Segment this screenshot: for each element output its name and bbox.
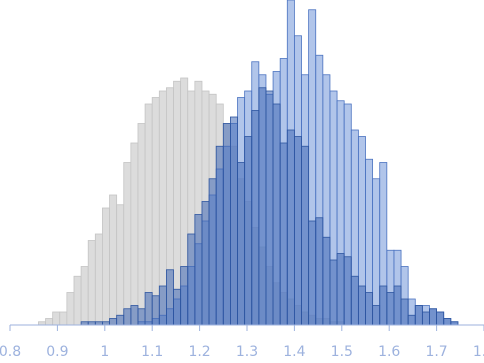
histogram-bar — [400, 298, 409, 326]
histogram-bar — [308, 220, 317, 326]
histogram-bar — [386, 292, 395, 326]
histogram-bar — [87, 240, 96, 326]
histogram-bar — [230, 116, 238, 326]
histogram-bar — [414, 305, 423, 326]
histogram-bar — [372, 178, 381, 326]
x-tick-label: 1.1 — [141, 344, 163, 360]
histogram-bar — [137, 123, 146, 326]
x-tick-label: 0.8 — [0, 344, 21, 360]
histogram-bar — [130, 305, 139, 326]
histogram-bar — [393, 285, 402, 326]
histogram-bar — [151, 97, 160, 326]
histogram-bar — [102, 207, 110, 326]
histogram-bar — [144, 292, 153, 326]
histogram-bar — [116, 204, 125, 326]
histogram-bar — [343, 256, 352, 326]
histogram-bar — [379, 285, 388, 326]
histogram-bar — [116, 314, 125, 326]
histogram-bar — [443, 318, 452, 326]
histogram-bar — [293, 136, 302, 326]
histogram-bar — [187, 233, 196, 326]
histogram-bar — [407, 314, 416, 326]
histogram-bar — [372, 305, 381, 326]
x-tick-label: 1.3 — [236, 344, 258, 360]
x-tick-label: 1.2 — [188, 344, 210, 360]
histogram-bar — [80, 266, 89, 326]
histogram-bar — [222, 123, 231, 326]
histogram-bar — [286, 129, 295, 326]
histogram-bar — [59, 311, 68, 326]
histogram-bar — [109, 194, 118, 326]
histogram-bar — [158, 285, 167, 326]
histogram-bar — [130, 142, 139, 326]
histogram-bar — [421, 311, 430, 326]
histogram-bar — [208, 178, 217, 326]
histogram-bar — [73, 275, 82, 326]
histogram-bar — [151, 295, 160, 326]
x-tick-label: 1 — [100, 344, 109, 360]
histogram-bar — [194, 214, 203, 326]
x-tick-label: 1.5 — [331, 344, 353, 360]
histogram-bar — [137, 308, 146, 326]
histogram-bar — [215, 145, 224, 326]
histogram-bar — [94, 233, 103, 326]
histogram-bar — [144, 103, 153, 326]
histogram-bar — [357, 285, 366, 326]
histogram-bar — [180, 266, 189, 326]
histogram-bar — [45, 318, 54, 326]
histogram-bar — [350, 275, 359, 326]
x-tick-label: 1.4 — [283, 344, 305, 360]
histogram-bar — [322, 236, 331, 326]
histogram-bar — [173, 80, 182, 326]
histogram-bar — [201, 201, 210, 326]
histogram-bar — [251, 110, 260, 326]
histogram-bar — [336, 253, 345, 326]
histogram-bar — [66, 292, 75, 326]
histogram-bar — [329, 259, 338, 326]
x-tick-label: 1.8 — [473, 344, 484, 360]
histogram-bar — [279, 142, 288, 326]
histogram-bar — [123, 308, 132, 326]
histogram-bar — [301, 145, 310, 326]
histogram-bar — [123, 162, 132, 326]
histogram-bar — [365, 292, 374, 326]
histogram-bar — [52, 311, 61, 326]
histogram-bar — [109, 318, 118, 326]
histogram-bar — [436, 311, 445, 326]
histogram-bar — [258, 87, 267, 326]
histogram-bar — [272, 103, 281, 326]
histogram-bar — [173, 288, 182, 326]
histogram-bar — [429, 308, 437, 326]
histogram-bar — [315, 217, 324, 326]
x-tick-label: 1.7 — [425, 344, 447, 360]
x-tick-label: 1.6 — [378, 344, 400, 360]
histogram-bar — [265, 90, 274, 326]
histogram-bar — [244, 136, 253, 326]
x-tick-label: 0.9 — [46, 344, 68, 360]
histogram-bar — [166, 269, 174, 326]
histogram-bar — [237, 162, 246, 326]
